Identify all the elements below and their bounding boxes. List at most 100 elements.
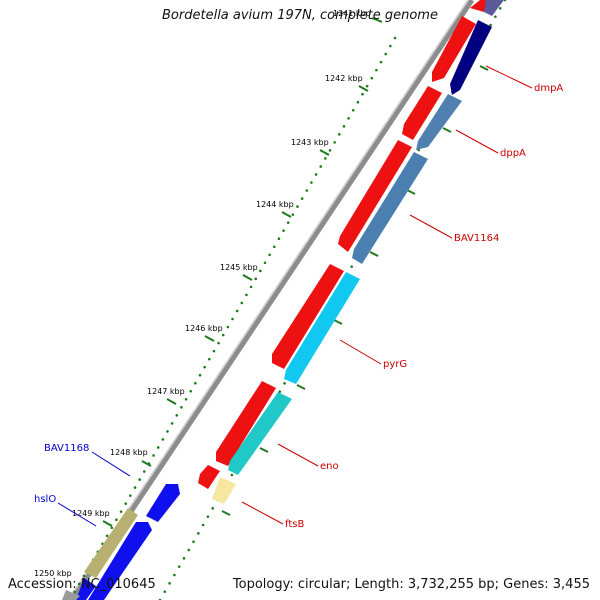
gene-label-pyrG[interactable]: pyrG (383, 359, 407, 370)
tick-mark (281, 211, 292, 218)
tick-mark (358, 85, 369, 92)
gene-label-eno[interactable]: eno (320, 461, 339, 472)
gene-arrow-pyrG[interactable] (272, 264, 344, 369)
inner-tick-marks (221, 65, 489, 516)
inner-tick-dot (494, 15, 497, 18)
tick-scale: 1241 kbp 1242 kbp 1243 kbp 1244 kbp 1245… (34, 9, 383, 578)
genome-summary-text: Topology: circular; Length: 3,732,255 bp… (232, 577, 590, 592)
inner-tick-mark (479, 65, 489, 71)
tick-label: 1246 kbp (185, 324, 223, 333)
tick-dot (379, 60, 383, 64)
gene-arrow-ftsB[interactable] (198, 465, 220, 489)
tick-dot (110, 526, 114, 530)
gene-label-BAV1164[interactable]: BAV1164 (454, 233, 499, 244)
tick-dot (142, 470, 146, 473)
gene-arrow-hslO-cog[interactable] (84, 508, 138, 578)
tick-label: 1242 kbp (325, 74, 363, 83)
tick-dot (328, 149, 332, 152)
tick-dot (351, 108, 355, 112)
tick-label: 1244 kbp (256, 200, 294, 209)
tick-dot (272, 245, 276, 249)
tick-dot (189, 389, 193, 393)
tick-dot (235, 309, 239, 313)
gene-arrow-eno[interactable] (216, 381, 276, 466)
tick-dot (161, 438, 165, 441)
tick-dot (184, 397, 188, 401)
leader-line-BAV1164 (409, 214, 453, 239)
tick-dot (217, 341, 220, 345)
tick-label: 1248 kbp (110, 448, 148, 457)
tick-dot (286, 221, 290, 224)
tick-dot (105, 534, 109, 538)
cog-arrow-dppA[interactable] (450, 20, 492, 95)
gene-arrow-BAV1164[interactable] (338, 140, 412, 252)
tick-dot (389, 44, 392, 48)
inner-tick-dot (182, 557, 186, 560)
tick-mark (102, 520, 113, 527)
tick-label: 1247 kbp (147, 387, 185, 396)
leader-line-hslO (57, 502, 97, 527)
gene-label-ftsB[interactable]: ftsB (285, 519, 304, 530)
genome-title: Bordetella avium 197N, complete genome (162, 8, 438, 23)
tick-dot (333, 141, 336, 144)
cog-arrow-eno[interactable] (228, 392, 292, 475)
tick-dot (245, 293, 248, 297)
inner-tick-mark (221, 510, 231, 516)
gene-label-dmpA[interactable]: dmpA (534, 83, 563, 94)
tick-dot (180, 406, 183, 409)
tick-dot (263, 261, 267, 265)
cog-arrow-dmpA[interactable] (484, 0, 504, 16)
inner-tick-dot (211, 507, 215, 510)
leader-line-BAV1168 (91, 451, 131, 477)
inner-tick-mark (406, 189, 416, 195)
tick-dot (175, 414, 179, 417)
tick-dot (133, 486, 137, 489)
inner-tick-dot (498, 7, 502, 10)
tick-dot (194, 381, 197, 385)
tick-dot (240, 301, 244, 305)
tick-dot (259, 269, 262, 273)
gene-arrow-hslO[interactable] (88, 522, 152, 600)
gene-label-hslO[interactable]: hslO (34, 494, 56, 505)
gene-label-dppA[interactable]: dppA (500, 148, 526, 159)
inner-tick-dot (192, 540, 195, 543)
inner-tick-dot (230, 473, 234, 477)
tick-dot (203, 365, 206, 369)
inner-tick-mark (442, 127, 452, 133)
tick-dot (268, 253, 271, 257)
accession-text: Accession: NC_010645 (8, 577, 156, 592)
tick-dot (337, 133, 341, 136)
gene-arrow-BAV1169[interactable] (76, 578, 96, 600)
tick-mark (141, 460, 152, 467)
cog-arrow-BAV1164-a[interactable] (416, 94, 462, 150)
tick-dot (156, 446, 160, 449)
inner-tick-mark (259, 447, 269, 453)
tick-dot (291, 213, 295, 216)
gene-arrow-BAV1168[interactable] (146, 484, 180, 522)
tick-dot (231, 317, 234, 321)
tick-dot (129, 494, 132, 497)
tick-dot (254, 277, 258, 281)
cog-arrow-BAV1164[interactable] (352, 152, 428, 264)
inner-tick-dot (187, 548, 191, 552)
tick-dot (124, 502, 128, 505)
inner-tick-dot (163, 590, 167, 593)
tick-dot (207, 357, 211, 361)
tick-label: 1245 kbp (220, 263, 258, 272)
inner-tick-dot (283, 382, 286, 385)
gene-label-BAV1168[interactable]: BAV1168 (44, 443, 89, 454)
cog-arrow-ftsB[interactable] (212, 477, 236, 504)
tick-dot (221, 333, 225, 337)
cog-arrow-pyrG[interactable] (284, 272, 360, 384)
tick-dot (314, 173, 318, 176)
leader-line-pyrG (339, 339, 382, 365)
tick-dot (384, 52, 388, 56)
gene-arrow-reverse-gray[interactable] (62, 590, 80, 600)
tick-dot (361, 92, 364, 96)
gene-arrow-dppA[interactable] (432, 16, 476, 82)
tick-mark (166, 398, 177, 405)
gene-labels: dmpA dppA BAV1164 pyrG eno ftsB BAV1168 … (34, 65, 563, 530)
inner-tick-dot (177, 565, 181, 568)
gene-arrow-BAV1164-a[interactable] (402, 86, 442, 140)
